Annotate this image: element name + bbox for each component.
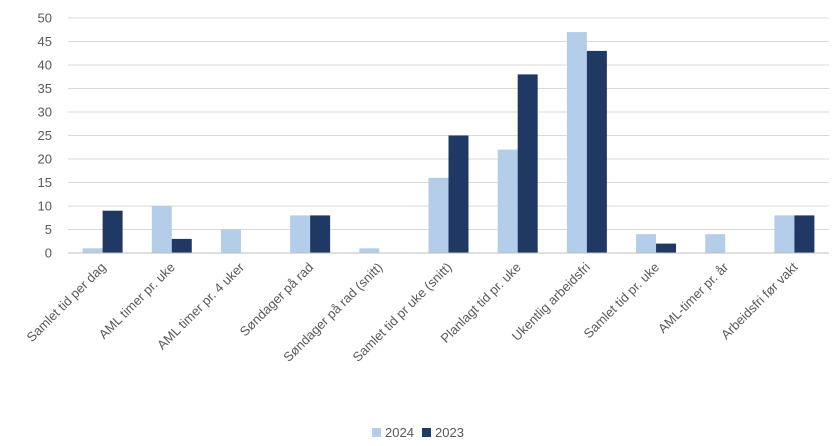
bar-2024 bbox=[636, 234, 657, 253]
bar-2023 bbox=[310, 215, 331, 253]
legend-swatch-2023 bbox=[422, 428, 431, 437]
bar-2023 bbox=[102, 210, 123, 253]
y-tick-label: 25 bbox=[38, 128, 52, 143]
x-category-label: AML-timer pr. år bbox=[655, 259, 732, 336]
y-tick-label: 50 bbox=[38, 11, 52, 26]
y-tick-label: 35 bbox=[38, 81, 52, 96]
y-tick-label: 45 bbox=[38, 34, 52, 49]
x-category-label: Samlet tid pr. uke bbox=[581, 260, 663, 342]
y-tick-label: 20 bbox=[38, 152, 52, 167]
bar-2023 bbox=[517, 74, 538, 254]
bars bbox=[82, 32, 815, 254]
y-tick-label: 40 bbox=[38, 58, 52, 73]
bar-2024 bbox=[705, 234, 726, 253]
bar-2024 bbox=[359, 248, 380, 253]
x-category-label: Søndager på rad bbox=[237, 260, 317, 340]
bar-2024 bbox=[82, 248, 103, 253]
bar-2024 bbox=[497, 149, 518, 253]
bar-2024 bbox=[290, 215, 311, 253]
x-category-label: Arbeidsfri før vakt bbox=[718, 259, 801, 342]
y-tick-label: 10 bbox=[38, 199, 52, 214]
bar-2023 bbox=[794, 215, 815, 253]
y-tick-label: 0 bbox=[45, 246, 52, 261]
y-tick-label: 5 bbox=[45, 222, 52, 237]
bar-2023 bbox=[586, 50, 607, 254]
bar-2024 bbox=[220, 229, 241, 253]
bar-2024 bbox=[428, 177, 449, 253]
bar-2023 bbox=[171, 238, 192, 253]
bar-2023 bbox=[448, 135, 469, 253]
bar-2024 bbox=[151, 206, 172, 253]
legend-label: 2023 bbox=[435, 425, 464, 440]
y-tick-label: 15 bbox=[38, 175, 52, 190]
bar-2024 bbox=[774, 215, 795, 253]
legend-swatch-2024 bbox=[372, 428, 381, 437]
y-tick-label: 30 bbox=[38, 105, 52, 120]
legend-label: 2024 bbox=[385, 425, 414, 440]
legend: 2024 2023 bbox=[372, 425, 464, 440]
y-axis-tick-labels: 0 5 10 15 20 25 30 35 40 45 50 bbox=[38, 11, 52, 261]
bar-2024 bbox=[566, 32, 587, 253]
bar-2023 bbox=[656, 243, 677, 253]
